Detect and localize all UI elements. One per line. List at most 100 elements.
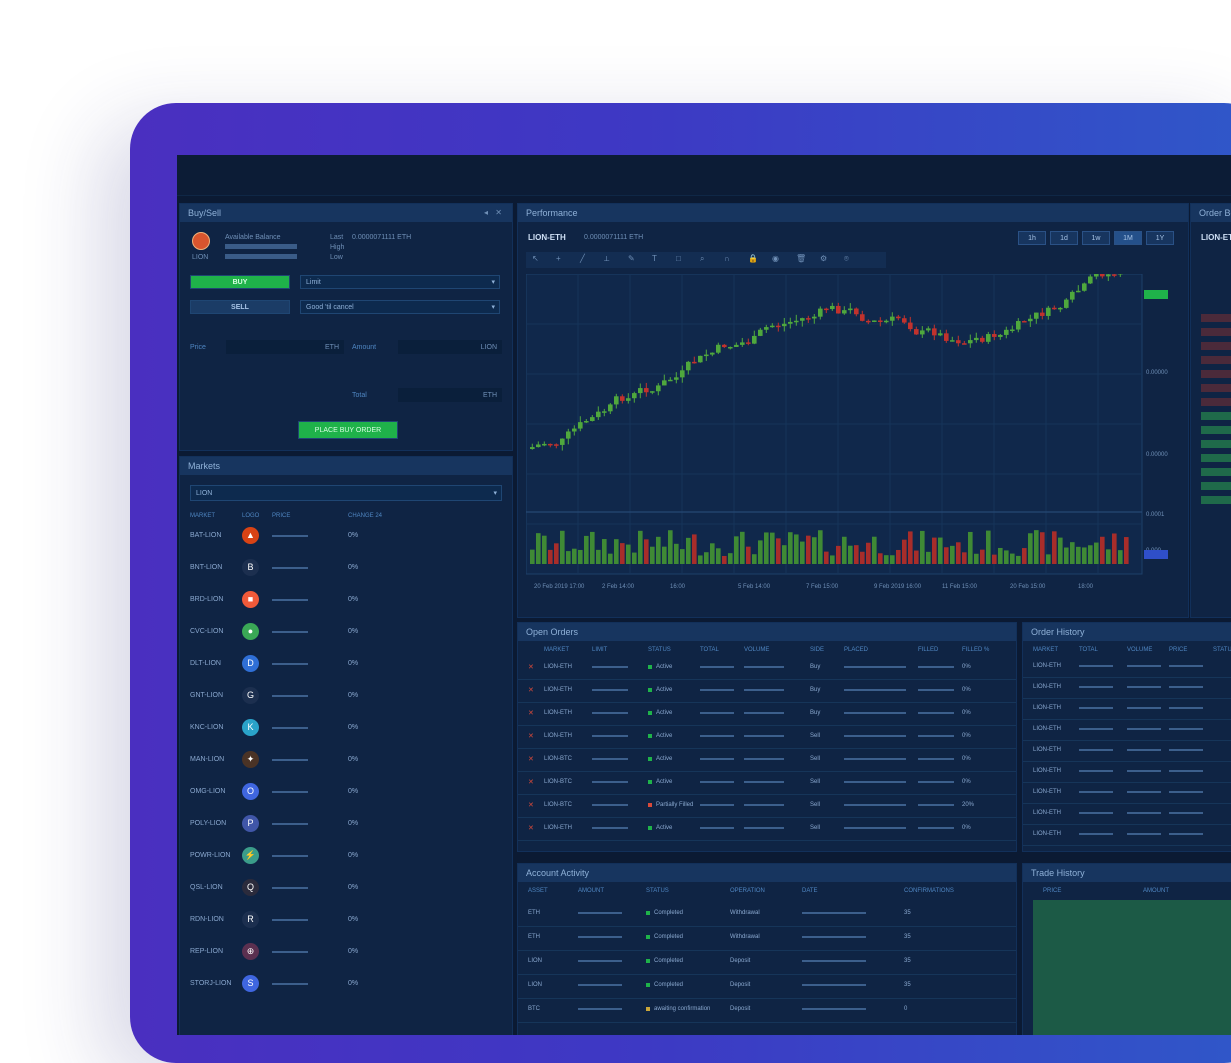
column-header: ASSET — [528, 888, 548, 894]
range-1Y-button[interactable]: 1Y — [1146, 231, 1174, 245]
volume-bar — [1106, 549, 1111, 564]
market-name: RDN-LION — [190, 916, 224, 923]
status-dot-icon — [648, 734, 652, 738]
volume-bar — [1100, 537, 1105, 564]
range-1w-button[interactable]: 1w — [1082, 231, 1110, 245]
candle — [686, 362, 691, 370]
range-1M-button[interactable]: 1M — [1114, 231, 1142, 245]
cancel-order-icon[interactable]: ✕ — [528, 663, 534, 671]
place-buy-order-button[interactable]: PLACE BUY ORDER — [298, 421, 398, 439]
order-market: LION-BTC — [544, 779, 572, 785]
brush-icon[interactable]: ✎ — [628, 254, 635, 263]
cancel-order-icon[interactable]: ✕ — [528, 778, 534, 786]
trash-icon[interactable]: 🗑 — [796, 254, 806, 263]
price-input[interactable]: ETH — [226, 340, 344, 354]
price-label: Price — [190, 344, 206, 351]
history-market: LION-ETH — [1033, 705, 1061, 711]
market-row[interactable]: POWR-LION⚡0% — [180, 840, 512, 872]
chevron-down-icon: ▾ — [491, 276, 495, 290]
cancel-order-icon[interactable]: ✕ — [528, 732, 534, 740]
total-input[interactable]: ETH — [398, 388, 502, 402]
order-limit-bar — [592, 735, 628, 737]
order-market: LION-ETH — [544, 710, 572, 716]
volume-bar — [1094, 543, 1099, 564]
volume-bar — [542, 536, 547, 564]
cursor-icon[interactable]: ↖ — [532, 254, 539, 263]
cancel-order-icon[interactable]: ✕ — [528, 824, 534, 832]
volume-bar — [530, 550, 535, 564]
coin-logo-icon: S — [242, 975, 259, 992]
candle — [764, 327, 769, 330]
eye-icon[interactable]: ◉ — [772, 254, 779, 263]
market-row[interactable]: MAN-LION✦0% — [180, 744, 512, 776]
crosshair-icon[interactable]: + — [556, 254, 561, 263]
amount-input[interactable]: LION — [398, 340, 502, 354]
lock-icon[interactable]: 🔒 — [748, 254, 758, 263]
candle — [644, 388, 649, 392]
shape-icon[interactable]: □ — [676, 254, 681, 263]
cancel-order-icon[interactable]: ✕ — [528, 755, 534, 763]
volume-bar — [1046, 554, 1051, 564]
ruler-icon[interactable]: ⟂ — [604, 254, 609, 264]
candle — [692, 362, 697, 364]
candle — [890, 317, 895, 321]
candle — [974, 338, 979, 340]
market-name: MAN-LION — [190, 756, 224, 763]
markets-search-input[interactable]: LION▾ — [190, 485, 502, 501]
market-row[interactable]: REP-LION⊕0% — [180, 936, 512, 968]
market-row[interactable]: CVC-LION●0% — [180, 616, 512, 648]
activity-asset: ETH — [528, 910, 540, 916]
zoom-icon[interactable]: ⌕ — [700, 254, 704, 264]
range-1d-button[interactable]: 1d — [1050, 231, 1078, 245]
coin-logo-icon: D — [242, 655, 259, 672]
sell-button[interactable]: SELL — [190, 300, 290, 314]
order-book-row — [1201, 482, 1231, 490]
magnet-icon[interactable]: ∩ — [724, 254, 730, 263]
candle — [782, 324, 787, 326]
volume-bar — [890, 555, 895, 564]
activity-date-bar — [802, 1008, 866, 1010]
cancel-order-icon[interactable]: ✕ — [528, 686, 534, 694]
candle — [806, 318, 811, 320]
activity-status: Completed — [654, 934, 683, 940]
range-1h-button[interactable]: 1h — [1018, 231, 1046, 245]
history-value-bar — [1127, 686, 1161, 688]
volume-bar — [650, 547, 655, 564]
trend-line-icon[interactable]: ╱ — [580, 254, 585, 263]
cancel-order-icon[interactable]: ✕ — [528, 709, 534, 717]
buysell-title: Buy/Sell — [180, 204, 512, 222]
settings-icon[interactable]: ⚙ — [820, 254, 827, 263]
order-type-select[interactable]: Limit▾ — [300, 275, 500, 289]
market-row[interactable]: BAT-LION▲0% — [180, 520, 512, 552]
time-in-force-select[interactable]: Good 'til cancel▾ — [300, 300, 500, 314]
camera-icon[interactable]: ⌾ — [844, 254, 849, 264]
market-name: POLY-LION — [190, 820, 226, 827]
cancel-order-icon[interactable]: ✕ — [528, 801, 534, 809]
panel-collapse-icon[interactable]: ◂ — [484, 208, 488, 217]
coin-logo-icon: Q — [242, 879, 259, 896]
order-book-row — [1201, 356, 1231, 364]
market-row[interactable]: BRD-LION■0% — [180, 584, 512, 616]
buy-button[interactable]: BUY — [190, 275, 290, 289]
column-header: DATE — [802, 888, 818, 894]
panel-close-icon[interactable]: ✕ — [495, 208, 502, 217]
text-icon[interactable]: T — [652, 254, 657, 263]
